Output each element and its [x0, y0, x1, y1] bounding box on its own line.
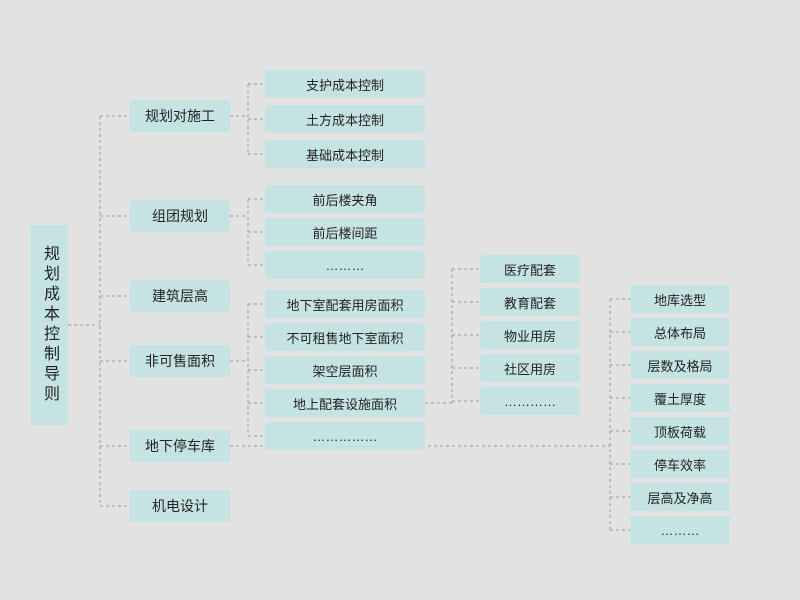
level4-node: ………	[630, 516, 730, 544]
level2c-node: ……………	[265, 422, 425, 450]
level3-node: 医疗配套	[480, 255, 580, 283]
level3-node: …………	[480, 387, 580, 415]
level4-node: 层高及净高	[630, 483, 730, 511]
level2c-node: 地上配套设施面积	[265, 389, 425, 417]
level2a-node: 土方成本控制	[265, 105, 425, 133]
level3-node: 社区用房	[480, 354, 580, 382]
level3-node: 教育配套	[480, 288, 580, 316]
level2c-node: 地下室配套用房面积	[265, 290, 425, 318]
level4-node: 总体布局	[630, 318, 730, 346]
level4-node: 顶板荷载	[630, 417, 730, 445]
level1-node: 建筑层高	[130, 280, 230, 312]
root-node: 规划成本控制导则	[30, 225, 68, 425]
level2a-node: 基础成本控制	[265, 140, 425, 168]
level4-node: 层数及格局	[630, 351, 730, 379]
level2b-node: ………	[265, 251, 425, 279]
level4-node: 覆土厚度	[630, 384, 730, 412]
level2c-node: 架空层面积	[265, 356, 425, 384]
level1-node: 组团规划	[130, 200, 230, 232]
level1-node: 机电设计	[130, 490, 230, 522]
level1-node: 地下停车库	[130, 430, 230, 462]
level2b-node: 前后楼间距	[265, 218, 425, 246]
level2c-node: 不可租售地下室面积	[265, 323, 425, 351]
level2a-node: 支护成本控制	[265, 70, 425, 98]
level1-node: 规划对施工	[130, 100, 230, 132]
level4-node: 停车效率	[630, 450, 730, 478]
level1-node: 非可售面积	[130, 345, 230, 377]
level2b-node: 前后楼夹角	[265, 185, 425, 213]
level3-node: 物业用房	[480, 321, 580, 349]
level4-node: 地库选型	[630, 285, 730, 313]
